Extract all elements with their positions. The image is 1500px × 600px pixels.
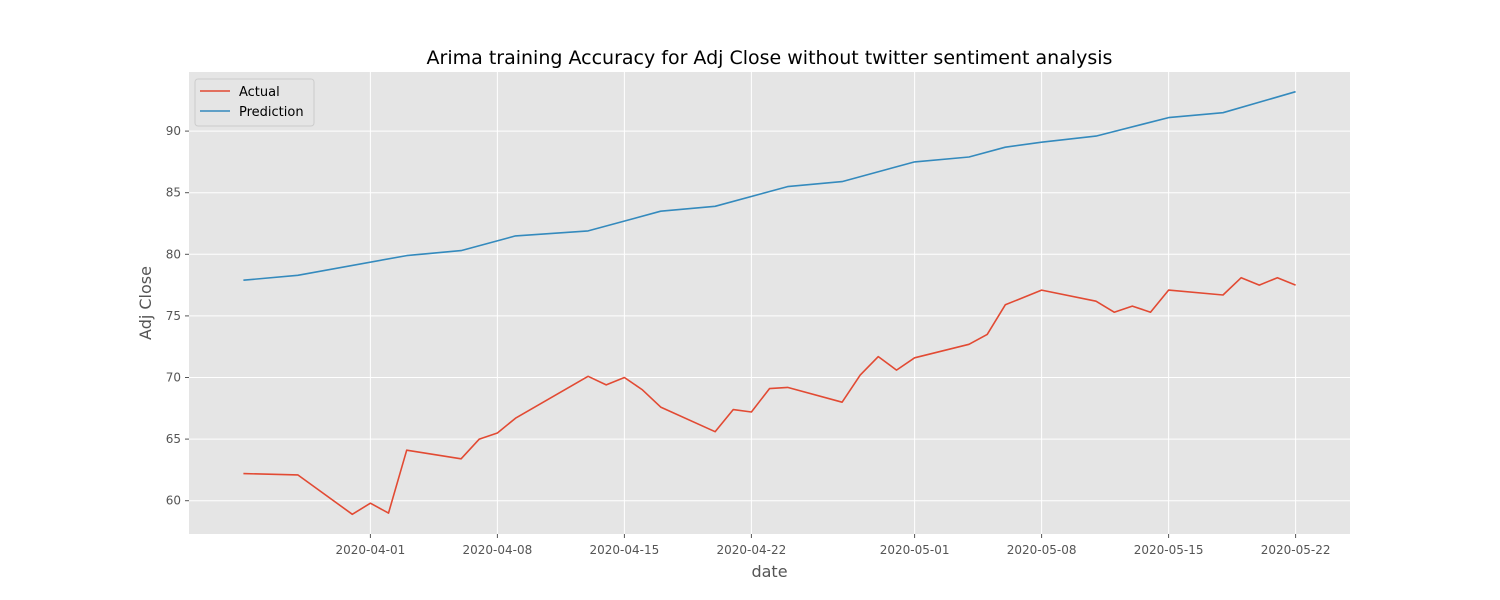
y-tick-label: 65 (166, 432, 181, 446)
x-tick-label: 2020-05-01 (880, 543, 950, 557)
x-tick-label: 2020-05-22 (1261, 543, 1331, 557)
x-tick-label: 2020-05-08 (1007, 543, 1077, 557)
legend-prediction-label: Prediction (239, 105, 304, 120)
y-tick-label: 75 (166, 309, 181, 323)
y-tick-label: 85 (166, 186, 181, 200)
y-tick-label: 60 (166, 494, 181, 508)
x-tick-label: 2020-04-15 (590, 543, 660, 557)
x-tick-label: 2020-05-15 (1134, 543, 1204, 557)
x-tick-label: 2020-04-01 (336, 543, 406, 557)
legend-actual-label: Actual (239, 85, 280, 100)
legend: Actual Prediction (194, 78, 315, 127)
grid-lines (189, 72, 1350, 534)
x-axis-label: date (751, 562, 787, 581)
y-tick-label: 90 (166, 124, 181, 138)
y-axis-label: Adj Close (136, 266, 155, 340)
y-tick-label: 70 (166, 371, 181, 385)
chart-title: Arima training Accuracy for Adj Close wi… (427, 47, 1113, 69)
x-tick-label: 2020-04-08 (463, 543, 533, 557)
plot-background (189, 72, 1350, 534)
y-tick-label: 80 (166, 247, 181, 261)
series-line-prediction (243, 90, 1296, 281)
y-axis-ticks: 60 65 70 75 80 85 90 (166, 124, 189, 508)
x-tick-label: 2020-04-22 (717, 543, 787, 557)
series-line-actual (243, 276, 1296, 516)
x-axis-ticks: 2020-04-01 2020-04-08 2020-04-15 2020-04-22… (336, 534, 1331, 557)
series-lines (243, 90, 1296, 516)
